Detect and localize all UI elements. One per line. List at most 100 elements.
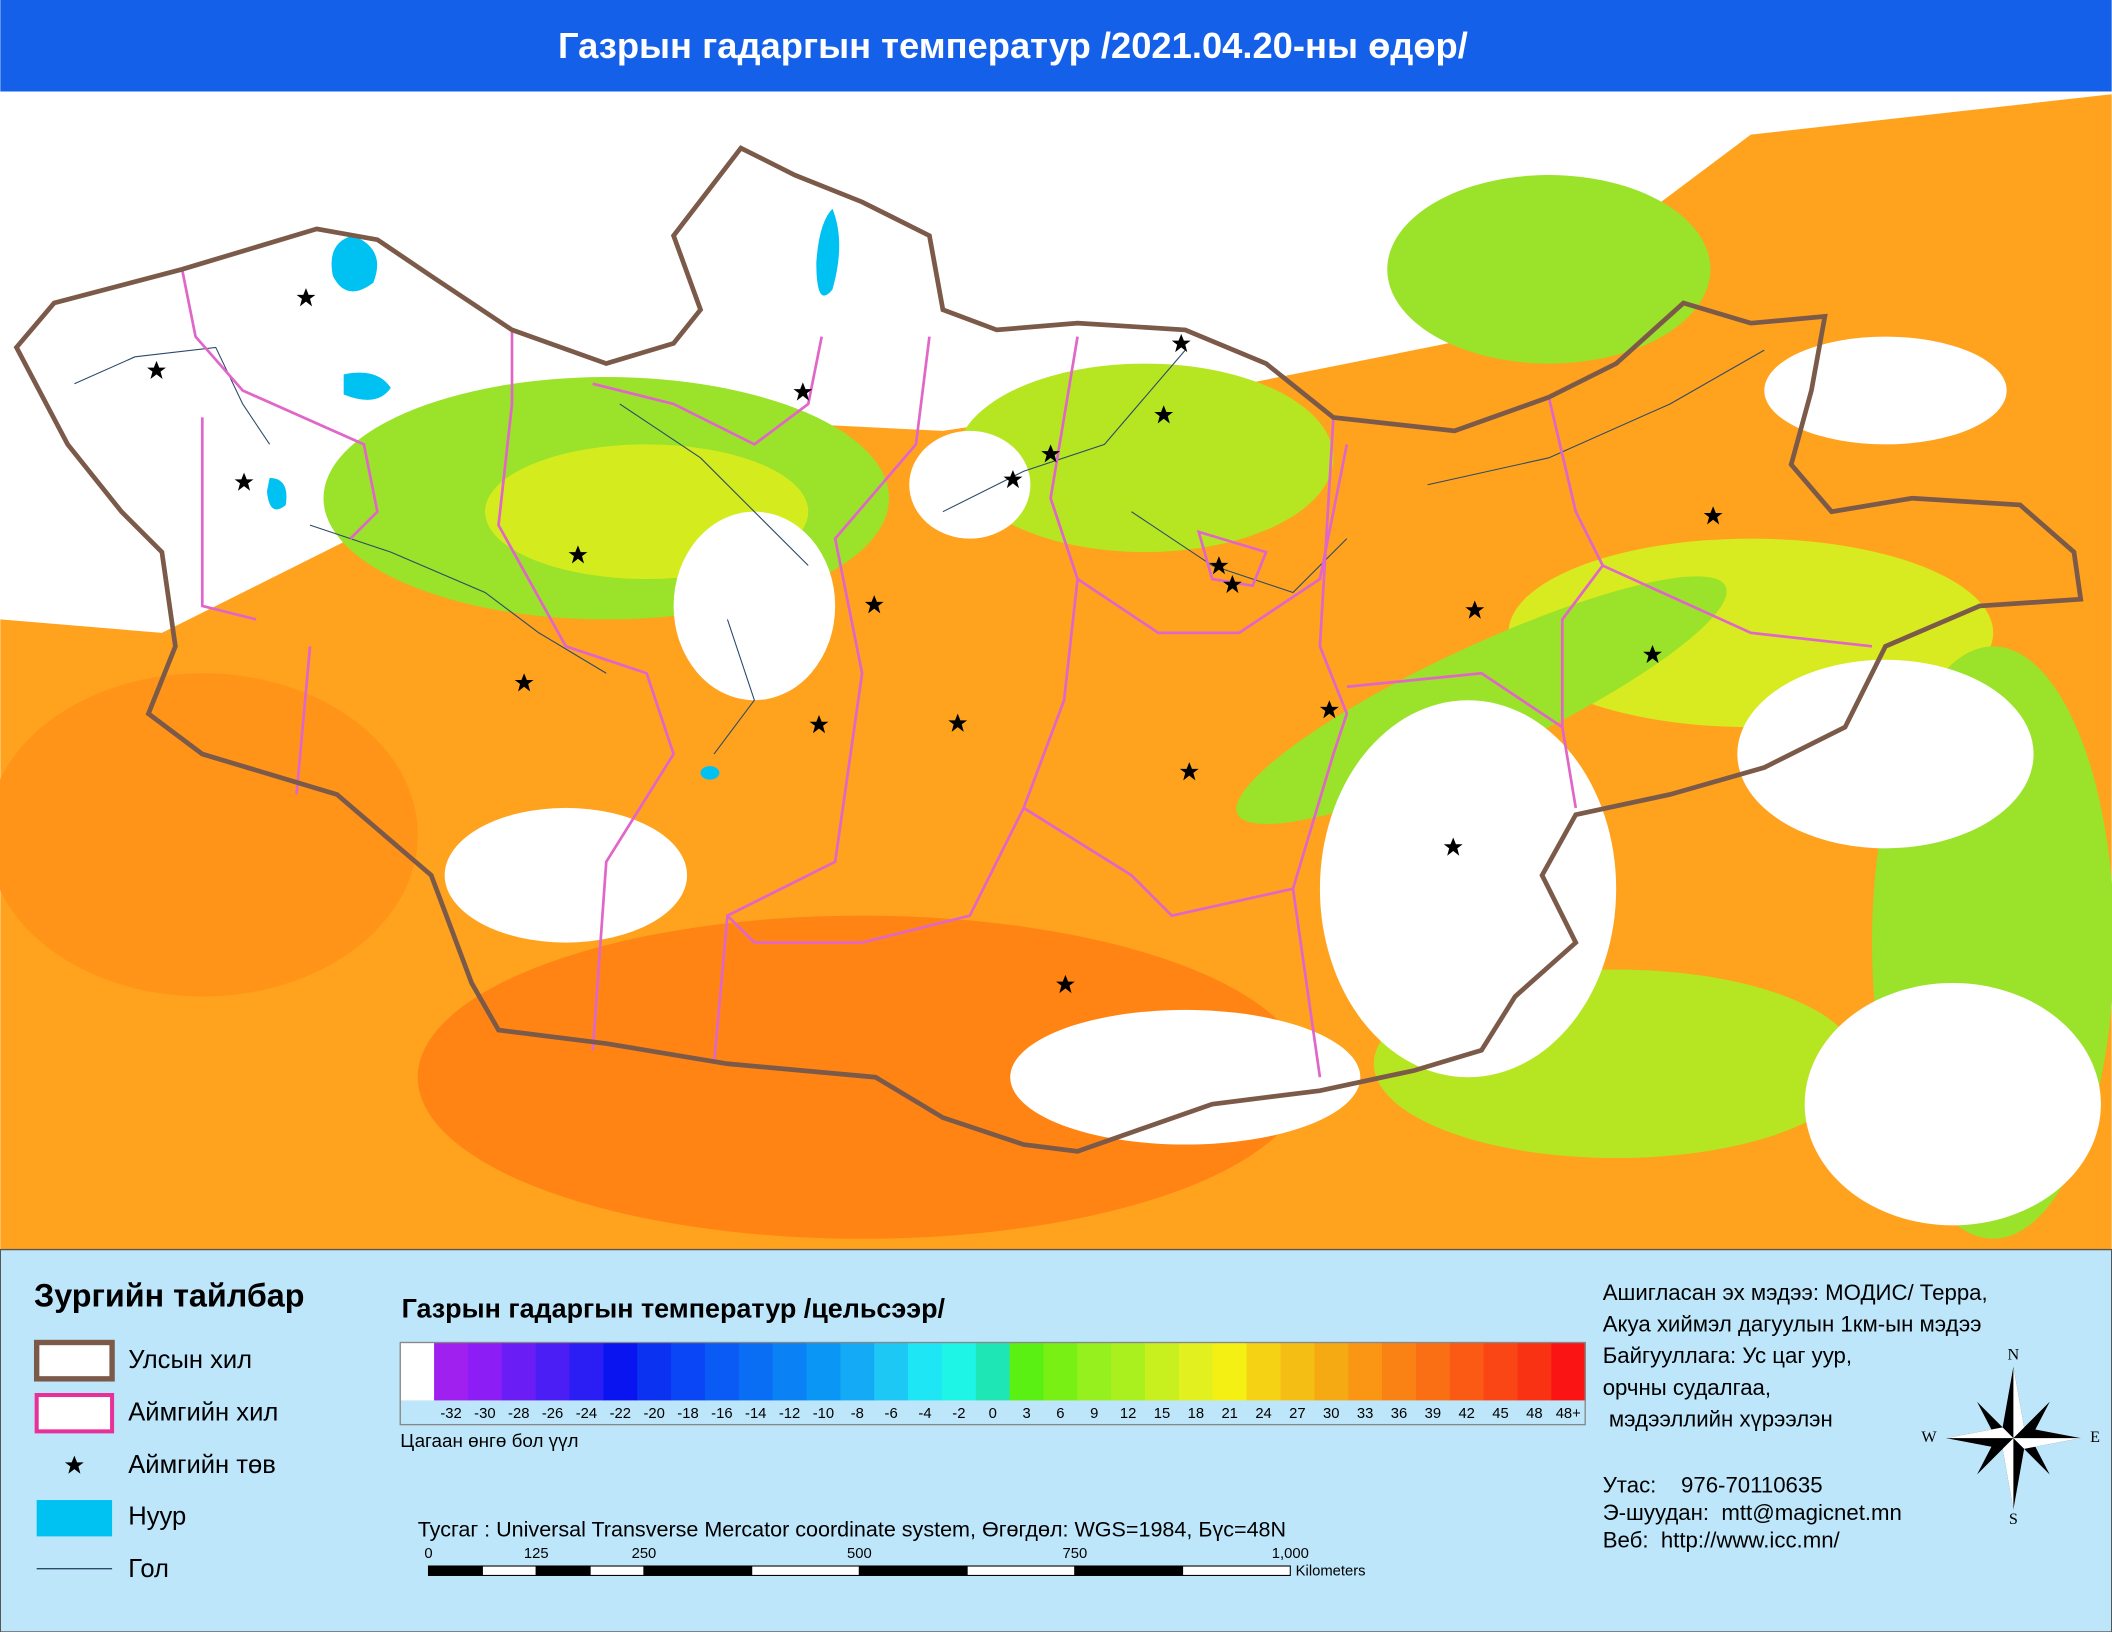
colorbar-cell: [738, 1342, 774, 1401]
cloud: [1010, 1009, 1361, 1145]
colorbar-note: Цагаан өнгө бол үүл: [400, 1430, 578, 1451]
colorbar-label: 33: [1357, 1406, 1373, 1422]
colorbar-label: -2: [952, 1406, 965, 1422]
colorbar-label: 21: [1221, 1406, 1237, 1422]
contact-text: Утас: 976-70110635 Э-шуудан: mtt@magicnet…: [1603, 1472, 1902, 1552]
colorbar-cell: [941, 1342, 977, 1401]
legend-label: Улсын хил: [128, 1346, 252, 1374]
colorbar-cell: [603, 1342, 638, 1401]
colorbar-cell: [1449, 1342, 1485, 1401]
colorbar-label: -22: [610, 1406, 631, 1422]
scale-unit: Kilometers: [1296, 1563, 1366, 1579]
scale-label: 125: [524, 1546, 549, 1562]
national-border: [13, 145, 2084, 1154]
colorbar-cell: [1145, 1342, 1180, 1401]
temperature-field: [1387, 175, 1711, 364]
colorbar-label: 30: [1323, 1406, 1339, 1422]
scale-segment: [643, 1565, 753, 1576]
scale-label: 0: [424, 1546, 432, 1562]
colorbar-cell: [535, 1342, 571, 1401]
colorbar-label: 24: [1255, 1406, 1271, 1422]
colorbar-cell: [1246, 1342, 1282, 1401]
colorbar-cell: [1077, 1342, 1112, 1401]
scale-label: 250: [632, 1546, 657, 1562]
colorbar-label: -30: [474, 1406, 495, 1422]
colorbar-cell: [467, 1342, 503, 1401]
colorbar-label: -28: [508, 1406, 529, 1422]
colorbar-cell: [1111, 1342, 1146, 1401]
cloud: [1319, 700, 1617, 1078]
scale-segment: [427, 1565, 483, 1576]
info-line: Э-шуудан: mtt@magicnet.mn: [1603, 1500, 1902, 1525]
colorbar-label: -20: [643, 1406, 664, 1422]
colorbar-label: -26: [542, 1406, 563, 1422]
legend-swatch: [36, 1500, 113, 1537]
colorbar-cell: [1551, 1342, 1586, 1401]
scale-segment: [1074, 1565, 1184, 1576]
compass: N E S W: [1921, 1347, 2100, 1528]
projection-text: Тусгаг : Universal Transverse Mercator c…: [418, 1518, 1286, 1542]
colorbar-cell: [1178, 1342, 1214, 1401]
colorbar-cell: [1348, 1342, 1383, 1401]
colorbar-cell: [806, 1342, 842, 1401]
lake: [266, 478, 287, 510]
colorbar-label: 0: [989, 1406, 997, 1422]
colorbar-label: 48+: [1556, 1406, 1581, 1422]
cloud: [1737, 659, 2034, 849]
info-line: мэдээллийн хүрээлэн: [1603, 1406, 1833, 1431]
scale-segment: [966, 1565, 1076, 1576]
compass-label: W: [1921, 1429, 1937, 1446]
colorbar-cell: [1280, 1342, 1316, 1401]
colorbar-label: 42: [1458, 1406, 1474, 1422]
header-title: Газрын гадаргын температур /2021.04.20-н…: [558, 25, 1468, 66]
colorbar: -32 -30 -28 -26 -24 -22 -20 -18 -16 -14 -12 -10 -8 -6…: [399, 1341, 1586, 1426]
temperature-field: [956, 363, 1334, 553]
info-line: Байгууллага: Ус цаг уур,: [1603, 1343, 1852, 1368]
scale-segment: [1182, 1565, 1291, 1576]
lake: [331, 235, 378, 292]
map: [0, 91, 2112, 1250]
cloud: [673, 511, 836, 701]
lake: [816, 208, 840, 296]
info-line: Акуа хиймэл дагуулын 1км-ын мэдээ: [1603, 1312, 1982, 1337]
colorbar-cell: [1415, 1342, 1451, 1401]
cloud: [444, 807, 688, 943]
colorbar-label: 27: [1289, 1406, 1305, 1422]
colorbar-cell: [434, 1342, 469, 1401]
scale-label: 750: [1063, 1546, 1088, 1562]
colorbar-label: 9: [1090, 1406, 1098, 1422]
header-bar: [0, 0, 2112, 92]
colorbar-cell: [874, 1342, 909, 1401]
colorbar-label: -24: [576, 1406, 597, 1422]
cloud: [909, 430, 1031, 539]
lake: [700, 766, 720, 780]
colorbar-label: 45: [1492, 1406, 1508, 1422]
colorbar-cell: [671, 1342, 706, 1401]
colorbar-label: 36: [1391, 1406, 1407, 1422]
colorbar-cell: [1517, 1342, 1553, 1401]
colorbar-cell: [501, 1342, 537, 1401]
colorbar-cell: [772, 1342, 808, 1401]
colorbar-label: -12: [779, 1406, 800, 1422]
colorbar-label: -4: [918, 1406, 931, 1422]
compass-label: N: [2008, 1347, 2020, 1364]
colorbar-label: -18: [677, 1406, 698, 1422]
rivers: [74, 346, 1765, 755]
scale-segment: [751, 1565, 860, 1576]
info-line: Ашигласан эх мэдээ: МОДИС/ Терра,: [1603, 1280, 1988, 1305]
colorbar-label: -14: [745, 1406, 766, 1422]
cloud: [1764, 336, 2007, 445]
colorbar-cell: [908, 1342, 943, 1401]
compass-label: E: [2090, 1429, 2100, 1446]
colorbar-cell: [1212, 1342, 1248, 1401]
compass-label: S: [2009, 1511, 2018, 1528]
colorbar-label: -6: [885, 1406, 898, 1422]
colorbar-cell: [1043, 1342, 1079, 1401]
legend-swatch: [34, 1392, 115, 1434]
legend-title: Зургийн тайлбар: [34, 1278, 305, 1314]
scale-segment: [858, 1565, 968, 1576]
colorbar-cell: [637, 1342, 672, 1401]
